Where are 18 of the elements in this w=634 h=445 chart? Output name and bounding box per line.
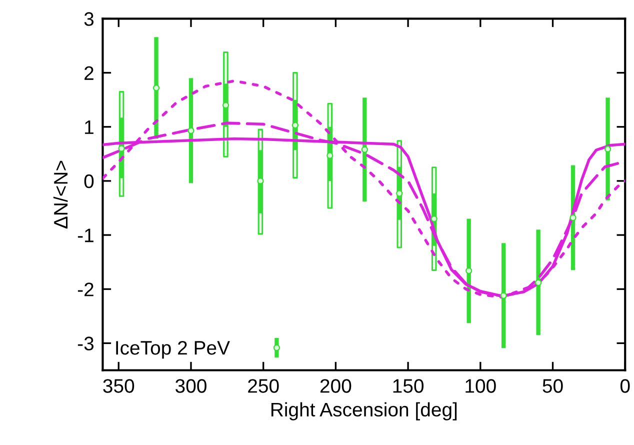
y-tick-label: -1 xyxy=(78,228,94,242)
x-tick-label: 50 xyxy=(542,379,563,393)
y-tick-label: 0 xyxy=(84,174,94,188)
x-axis-title: Right Ascension [deg] xyxy=(271,402,457,420)
legend-label: IceTop 2 PeV xyxy=(116,340,230,359)
x-tick-label: 250 xyxy=(248,379,279,393)
x-tick-label: 350 xyxy=(103,379,134,393)
y-tick-label: 3 xyxy=(84,12,94,26)
x-tick-label: 200 xyxy=(320,379,352,393)
x-tick-label: 150 xyxy=(393,379,424,393)
x-tick-label: 100 xyxy=(466,379,496,393)
y-tick-label: -3 xyxy=(78,336,94,350)
y-tick-label: 2 xyxy=(84,66,94,80)
y-tick-label: 1 xyxy=(85,120,94,134)
y-axis-title: ΔN/<N> xyxy=(53,160,68,228)
x-tick-label: 0 xyxy=(620,379,630,393)
y-tick-label: -2 xyxy=(78,282,94,296)
x-tick-label: 300 xyxy=(176,379,206,393)
